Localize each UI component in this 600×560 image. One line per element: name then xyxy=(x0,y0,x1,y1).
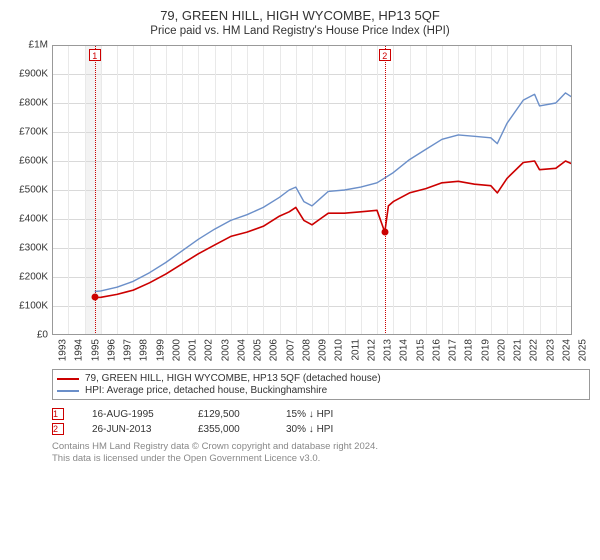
chart-border xyxy=(52,45,572,335)
transaction-row: 1 16-AUG-1995 £129,500 15% ↓ HPI xyxy=(52,408,590,420)
y-axis-label: £100K xyxy=(19,301,48,312)
legend-label-property: 79, GREEN HILL, HIGH WYCOMBE, HP13 5QF (… xyxy=(85,373,381,384)
x-axis-label: 2022 xyxy=(529,339,540,361)
transaction-table: 1 16-AUG-1995 £129,500 15% ↓ HPI 2 26-JU… xyxy=(52,408,590,435)
x-axis-label: 2023 xyxy=(545,339,556,361)
x-axis-label: 1998 xyxy=(139,339,150,361)
x-axis-label: 2004 xyxy=(236,339,247,361)
x-axis-label: 2002 xyxy=(204,339,215,361)
y-axis-label: £600K xyxy=(19,156,48,167)
x-axis-label: 1994 xyxy=(74,339,85,361)
transaction-price: £355,000 xyxy=(198,424,258,435)
x-axis-label: 2003 xyxy=(220,339,231,361)
x-axis-label: 2007 xyxy=(285,339,296,361)
transaction-row: 2 26-JUN-2013 £355,000 30% ↓ HPI xyxy=(52,423,590,435)
transaction-marker: 1 xyxy=(52,408,64,420)
x-axis-label: 2000 xyxy=(171,339,182,361)
x-axis-label: 2018 xyxy=(464,339,475,361)
chart-subtitle: Price paid vs. HM Land Registry's House … xyxy=(10,25,590,37)
x-axis-label: 2012 xyxy=(366,339,377,361)
y-axis-label: £1M xyxy=(29,40,48,51)
x-axis-label: 2019 xyxy=(480,339,491,361)
transaction-date: 26-JUN-2013 xyxy=(92,424,170,435)
x-axis-label: 2017 xyxy=(448,339,459,361)
transaction-diff: 30% ↓ HPI xyxy=(286,424,333,435)
x-axis-label: 2010 xyxy=(334,339,345,361)
x-axis-label: 1993 xyxy=(58,339,69,361)
x-axis-label: 2011 xyxy=(350,339,361,361)
x-axis-label: 2008 xyxy=(301,339,312,361)
y-axis-label: £0 xyxy=(37,330,48,341)
chart-area: £0£100K£200K£300K£400K£500K£600K£700K£80… xyxy=(52,45,572,335)
x-axis-label: 2021 xyxy=(513,339,524,361)
x-axis-label: 2020 xyxy=(496,339,507,361)
y-axis-label: £700K xyxy=(19,127,48,138)
y-axis-label: £400K xyxy=(19,214,48,225)
legend: 79, GREEN HILL, HIGH WYCOMBE, HP13 5QF (… xyxy=(52,369,590,400)
x-axis-label: 2005 xyxy=(253,339,264,361)
x-axis-label: 1995 xyxy=(90,339,101,361)
y-axis-label: £200K xyxy=(19,272,48,283)
x-axis-label: 2013 xyxy=(383,339,394,361)
y-axis-label: £300K xyxy=(19,243,48,254)
transaction-diff: 15% ↓ HPI xyxy=(286,409,333,420)
transaction-date: 16-AUG-1995 xyxy=(92,409,170,420)
x-axis-label: 2016 xyxy=(431,339,442,361)
legend-item-property: 79, GREEN HILL, HIGH WYCOMBE, HP13 5QF (… xyxy=(57,373,585,384)
x-axis-label: 2001 xyxy=(188,339,199,361)
legend-label-hpi: HPI: Average price, detached house, Buck… xyxy=(85,385,327,396)
footnote-line: This data is licensed under the Open Gov… xyxy=(52,453,590,465)
y-axis-label: £500K xyxy=(19,185,48,196)
footnote-line: Contains HM Land Registry data © Crown c… xyxy=(52,441,590,453)
x-axis-label: 2015 xyxy=(415,339,426,361)
footnote: Contains HM Land Registry data © Crown c… xyxy=(52,441,590,466)
legend-swatch-hpi xyxy=(57,390,79,392)
legend-swatch-property xyxy=(57,378,79,380)
x-axis-label: 1999 xyxy=(155,339,166,361)
x-axis-label: 2024 xyxy=(561,339,572,361)
x-axis-label: 2006 xyxy=(269,339,280,361)
chart-title: 79, GREEN HILL, HIGH WYCOMBE, HP13 5QF xyxy=(10,8,590,23)
y-axis-label: £900K xyxy=(19,69,48,80)
x-axis-label: 2009 xyxy=(318,339,329,361)
y-axis-label: £800K xyxy=(19,98,48,109)
x-axis-label: 1997 xyxy=(123,339,134,361)
x-axis-label: 2014 xyxy=(399,339,410,361)
transaction-marker: 2 xyxy=(52,423,64,435)
x-axis-label: 2025 xyxy=(578,339,589,361)
legend-item-hpi: HPI: Average price, detached house, Buck… xyxy=(57,385,585,396)
x-axis-label: 1996 xyxy=(106,339,117,361)
chart-container: 79, GREEN HILL, HIGH WYCOMBE, HP13 5QF P… xyxy=(0,0,600,474)
transaction-price: £129,500 xyxy=(198,409,258,420)
